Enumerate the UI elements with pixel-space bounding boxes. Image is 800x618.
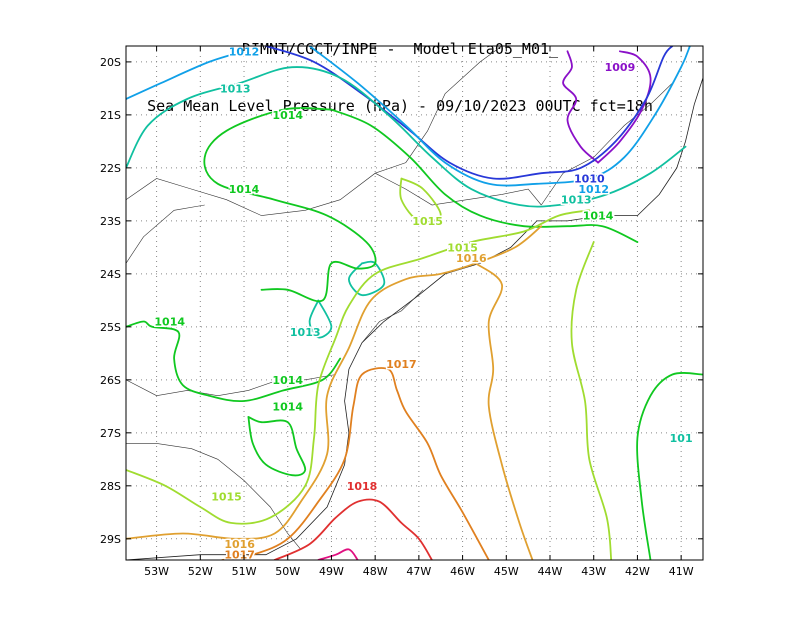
x-tick-label: 43W xyxy=(581,565,606,578)
x-tick-label: 41W xyxy=(669,565,694,578)
isobar-1018 xyxy=(273,498,433,560)
isobar-1010 xyxy=(265,46,674,180)
state-border xyxy=(126,443,302,550)
contour-label: 1014 xyxy=(272,374,303,387)
y-tick-label: 22S xyxy=(100,162,121,175)
x-tick-label: 47W xyxy=(406,565,431,578)
state-border xyxy=(361,289,424,343)
x-tick-label: 45W xyxy=(494,565,519,578)
y-tick-label: 29S xyxy=(100,533,121,546)
isobar-1014 xyxy=(330,108,639,243)
contour-label: 1012 xyxy=(578,183,609,196)
x-tick-label: 48W xyxy=(363,565,388,578)
x-tick-label: 49W xyxy=(319,565,344,578)
contour-label: 1014 xyxy=(272,400,303,413)
contour-label-layer: 1009101010121012101310131013101410141014… xyxy=(153,44,694,563)
contour-label: 1016 xyxy=(224,538,255,551)
x-tick-label: 50W xyxy=(275,565,300,578)
isobar-1017 xyxy=(221,367,490,560)
contour-label: 1009 xyxy=(605,61,636,74)
state-border xyxy=(126,46,503,216)
isobar-1013 xyxy=(126,66,687,208)
y-tick-label: 23S xyxy=(100,215,121,228)
isobar-1014 xyxy=(247,416,307,477)
contour-label: 1012 xyxy=(229,45,260,58)
state-border xyxy=(126,204,205,264)
x-tick-label: 53W xyxy=(144,565,169,578)
isobar-1016 xyxy=(126,225,543,540)
isobar-1014 xyxy=(636,372,703,560)
contour-label: 101 xyxy=(670,432,693,445)
x-tick-label: 46W xyxy=(450,565,475,578)
y-tick-label: 20S xyxy=(100,56,121,69)
contour-label: 1015 xyxy=(211,490,242,503)
contour-label: 1017 xyxy=(386,358,417,371)
state-border xyxy=(541,82,673,206)
title-line-1: DIMNT/CGCT/INPE - Model Eta05_M01_ xyxy=(241,40,559,58)
contour-label: 1014 xyxy=(154,316,185,329)
isobar-1015 xyxy=(126,209,591,525)
contour-label: 1016 xyxy=(456,252,487,265)
contour-label: 1015 xyxy=(447,241,478,254)
contour-label: 1013 xyxy=(561,194,592,207)
y-tick-label: 28S xyxy=(100,480,121,493)
isobar-1014 xyxy=(203,107,377,303)
y-tick-label: 24S xyxy=(100,268,121,281)
axis-ticks: 53W 52W 51W 50W 49W 48W 47W 46W 45W 44W 43W 42W 41W 2… xyxy=(100,46,703,578)
x-tick-label: 44W xyxy=(538,565,563,578)
isobar-1013 xyxy=(348,260,386,297)
contour-label: 1014 xyxy=(583,210,614,223)
y-tick-label: 21S xyxy=(100,109,121,122)
y-tick-label: 27S xyxy=(100,427,121,440)
contour-label: 1010 xyxy=(574,172,605,185)
contour-label: 1014 xyxy=(272,109,303,122)
state-border xyxy=(126,374,336,397)
contour-layer xyxy=(126,46,703,560)
x-tick-label: 51W xyxy=(232,565,257,578)
contour-label: 1014 xyxy=(229,183,260,196)
state-border xyxy=(375,172,542,206)
grid-lines xyxy=(126,46,703,560)
isobar-1013 xyxy=(308,299,333,339)
geography-layer xyxy=(126,46,703,560)
y-tick-label: 26S xyxy=(100,374,121,387)
isobar-1015 xyxy=(570,241,613,560)
isobar-1012 xyxy=(308,46,691,187)
coastline xyxy=(126,77,703,560)
isobar-1019 xyxy=(317,548,359,560)
x-tick-label: 42W xyxy=(625,565,650,578)
isobar-1015 xyxy=(399,177,442,223)
isobar-1009 xyxy=(562,50,599,164)
isobar-1014 xyxy=(126,320,342,403)
plot-frame xyxy=(125,45,704,561)
contour-label: 1013 xyxy=(220,82,251,95)
isobar-1016 xyxy=(474,262,534,560)
x-tick-label: 52W xyxy=(188,565,213,578)
contour-label: 1018 xyxy=(347,480,378,493)
isobar-1012 xyxy=(126,50,245,100)
contour-label: 1013 xyxy=(290,326,321,339)
y-tick-label: 25S xyxy=(100,321,121,334)
contour-label: 1017 xyxy=(224,549,255,562)
contour-label: 1015 xyxy=(412,215,443,228)
